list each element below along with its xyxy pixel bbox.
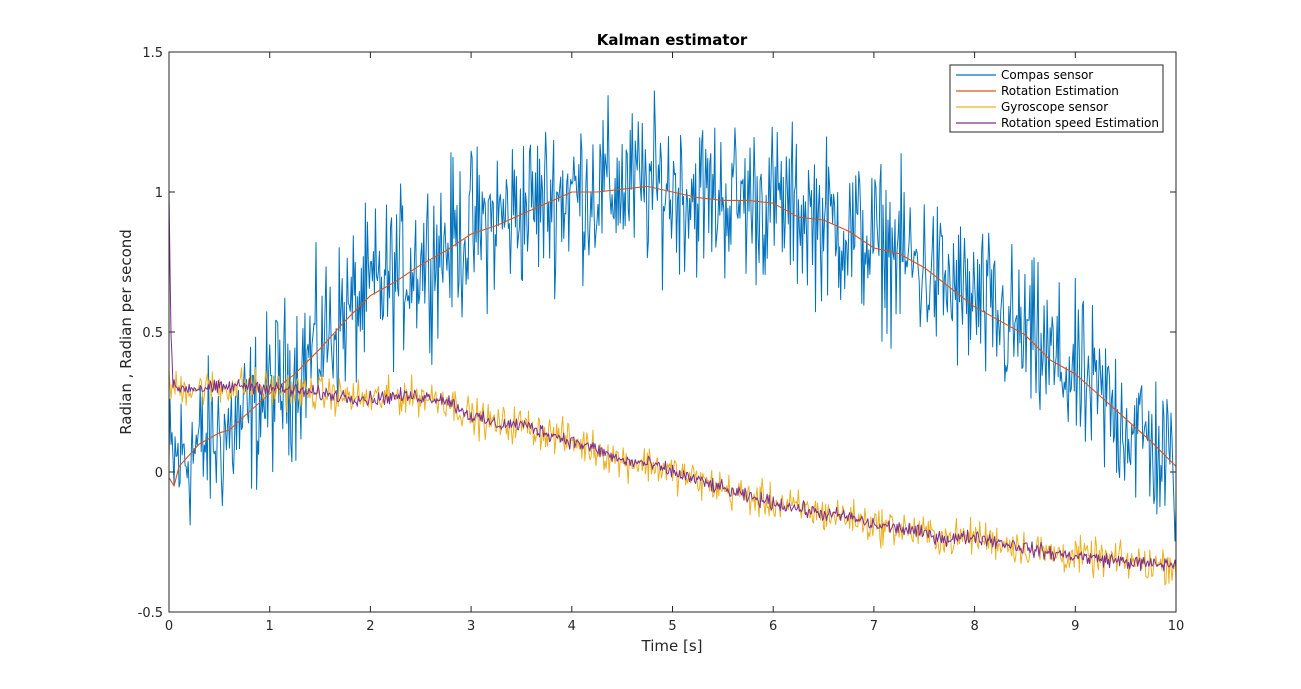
legend: Compas sensor Rotation Estimation Gyrosc… <box>949 64 1164 133</box>
x-axis-ticks: 0 1 2 3 4 5 6 7 8 9 10 <box>165 52 1184 634</box>
x-tick-label: 10 <box>1168 619 1185 634</box>
legend-label-compas: Compas sensor <box>1001 68 1093 82</box>
x-axis-label: Time [s] <box>641 637 703 655</box>
legend-label-rotation-speed: Rotation speed Estimation <box>1001 116 1159 130</box>
y-tick-label: 1 <box>155 186 163 201</box>
series-line-rotation-speed-estimation <box>168 190 1177 572</box>
chart-title: Kalman estimator <box>597 31 748 49</box>
y-axis-label: Radian , Radian per second <box>117 229 135 435</box>
y-tick-label: -0.5 <box>138 606 163 621</box>
x-tick-label: 2 <box>366 619 374 634</box>
x-tick-label: 7 <box>870 619 878 634</box>
x-tick-label: 6 <box>769 619 777 634</box>
x-tick-label: 1 <box>266 619 274 634</box>
x-tick-label: 8 <box>970 619 978 634</box>
y-axis-ticks: -0.5 0 0.5 1 1.5 <box>138 46 1176 621</box>
y-tick-label: 1.5 <box>142 46 163 61</box>
series-line-compas-sensor <box>168 90 1177 542</box>
legend-box <box>949 64 1164 133</box>
plot-area <box>169 52 1176 612</box>
legend-label-rotation: Rotation Estimation <box>1001 84 1119 98</box>
x-tick-label: 0 <box>165 619 173 634</box>
x-tick-label: 3 <box>467 619 475 634</box>
y-tick-label: 0 <box>155 466 163 481</box>
y-tick-label: 0.5 <box>142 326 163 341</box>
legend-label-gyroscope: Gyroscope sensor <box>1001 100 1108 114</box>
x-tick-label: 4 <box>568 619 576 634</box>
x-tick-label: 5 <box>668 619 676 634</box>
x-tick-label: 9 <box>1071 619 1079 634</box>
series-layer <box>168 90 1177 586</box>
series-line-rotation-estimation <box>168 185 1177 487</box>
